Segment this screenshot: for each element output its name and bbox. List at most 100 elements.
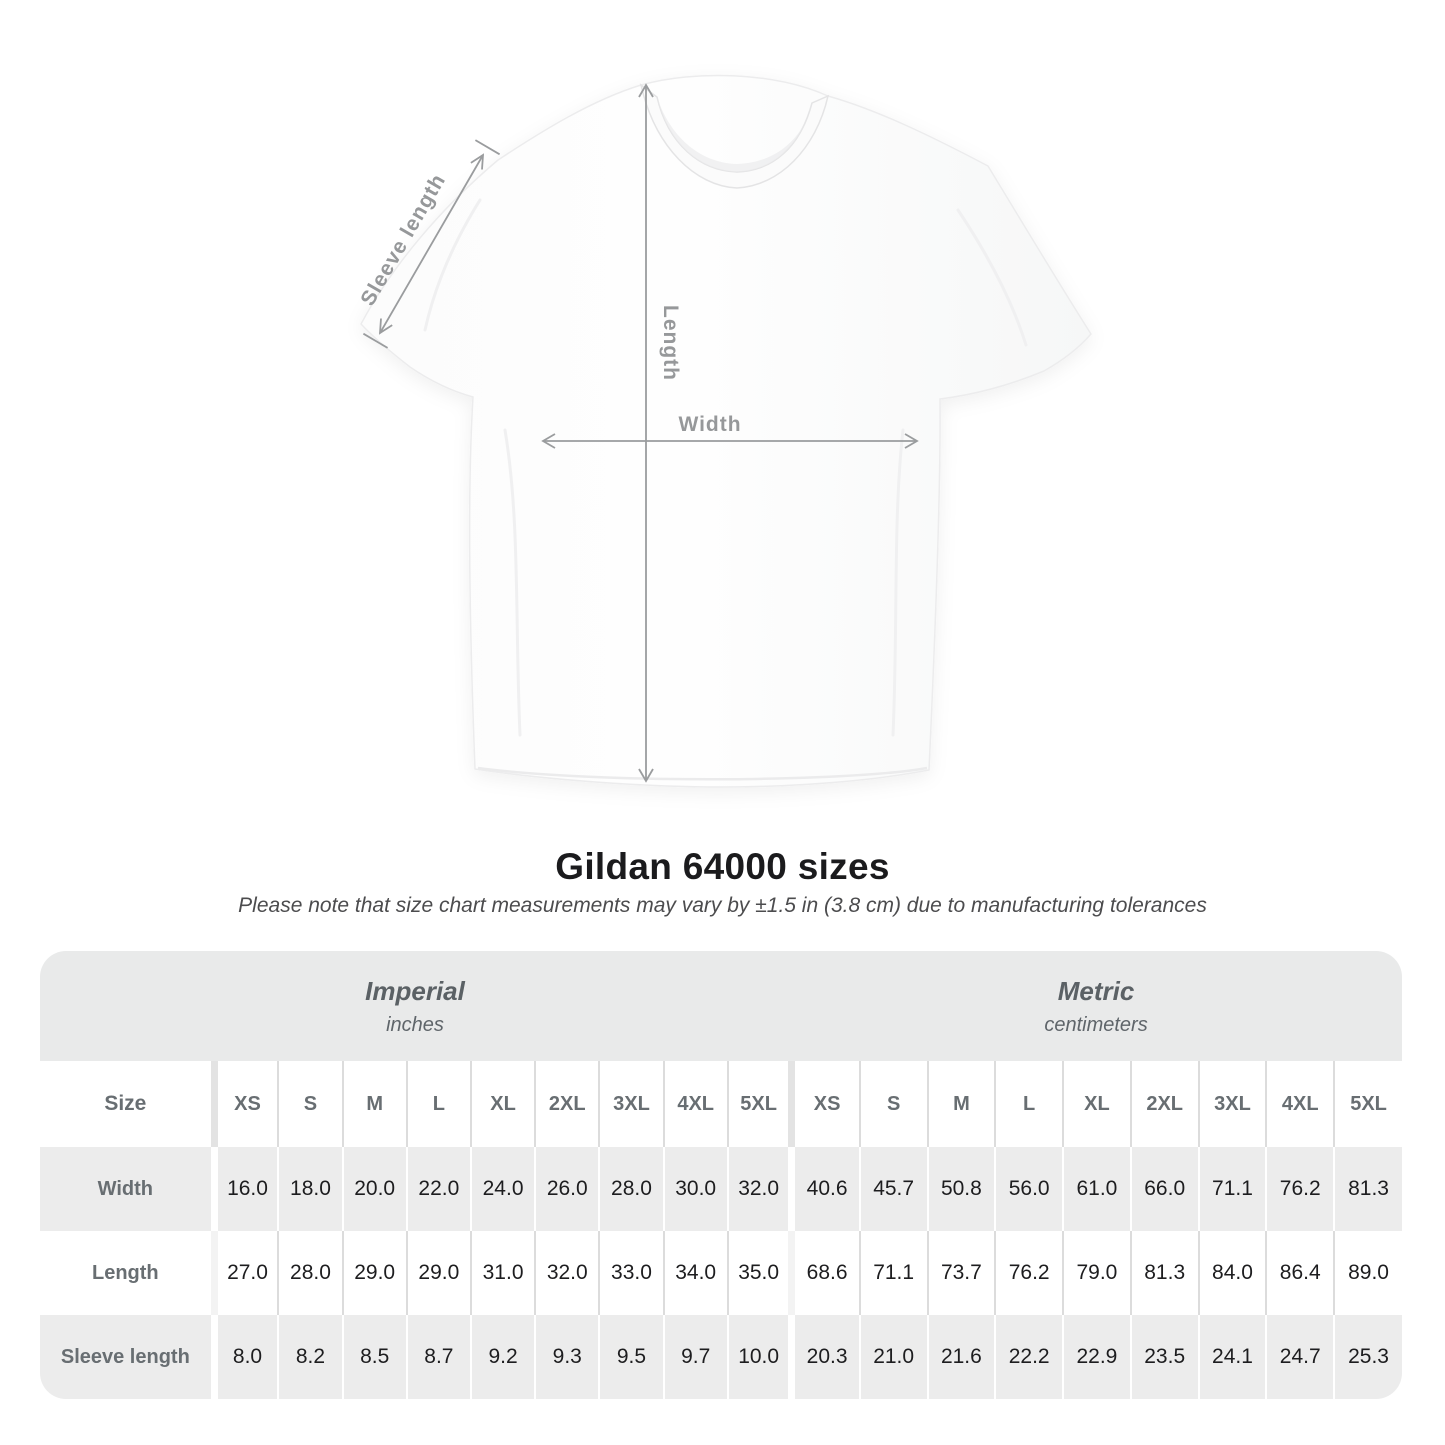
size-header-cell: 3XL [598,1061,664,1147]
measurement-cell: 9.7 [662,1315,728,1399]
measurement-cell: 29.0 [341,1231,407,1315]
tolerance-note: Please note that size chart measurements… [238,894,1207,917]
measurement-cell: 24.7 [1265,1315,1335,1399]
measurement-cell: 9.3 [534,1315,600,1399]
imperial-label: Imperial [365,975,465,1006]
measurement-cell: 22.2 [994,1315,1064,1399]
measurement-cell: 86.4 [1265,1231,1335,1315]
measurement-cell: 24.0 [469,1147,536,1231]
imperial-group-header: Imperial inches [40,951,790,1061]
size-chart-table: Imperial inches Metric centimeters Size … [40,951,1402,1399]
measurement-cell: 89.0 [1333,1231,1402,1315]
size-column-header: Size [104,1092,147,1115]
measurement-cell: 32.0 [726,1147,792,1231]
size-header-cell: 5XL [726,1061,792,1147]
measurement-cell: 84.0 [1197,1231,1267,1315]
size-header-cell: M [341,1061,407,1147]
measurement-cell: 66.0 [1129,1147,1199,1231]
measurement-cell: 25.3 [1333,1315,1402,1399]
size-header-cell: 2XL [534,1061,600,1147]
tshirt-illustration [360,74,1092,788]
measurement-cell: 29.0 [405,1231,471,1315]
measurements-table: Size XS S M L XL 2XL 3XL 4XL 5XL XS S M … [40,1061,1402,1399]
measurement-cell: 22.9 [1062,1315,1131,1399]
measurement-cell: 45.7 [858,1147,928,1231]
row-label: Length [92,1261,159,1284]
size-header-cell: XS [788,1061,860,1147]
measurement-cell: 20.3 [788,1315,860,1399]
size-header-cell: L [994,1061,1064,1147]
size-header-cell: 5XL [1333,1061,1402,1147]
measurement-cell: 40.6 [788,1147,860,1231]
size-header-cell: 4XL [662,1061,728,1147]
measurement-cell: 33.0 [598,1231,664,1315]
size-header-cell: 4XL [1265,1061,1335,1147]
measurement-cell: 76.2 [994,1231,1064,1315]
measurement-cell: 81.3 [1129,1231,1199,1315]
measurement-cell: 73.7 [926,1231,996,1315]
measurement-cell: 50.8 [926,1147,996,1231]
measurement-cell: 71.1 [1197,1147,1267,1231]
width-arrow [541,433,919,449]
measurement-cell: 68.6 [788,1231,860,1315]
measurement-cell: 16.0 [210,1147,279,1231]
measurement-cell: 35.0 [726,1231,792,1315]
measurement-cell: 28.0 [598,1147,664,1231]
unit-group-band: Imperial inches Metric centimeters [40,951,1402,1061]
measurement-cell: 76.2 [1265,1147,1335,1231]
size-header-cell: XS [210,1061,279,1147]
length-row: Length 27.0 28.0 29.0 29.0 31.0 32.0 33.… [40,1231,1402,1315]
measurement-cell: 10.0 [726,1315,792,1399]
measurement-cell: 21.6 [926,1315,996,1399]
collar-shadow [657,97,812,172]
measurement-cell: 71.1 [858,1231,928,1315]
sleeve-length-arrow [362,139,501,349]
width-label: Width [678,413,741,436]
size-header-cell: 2XL [1129,1061,1199,1147]
measurement-cell: 24.1 [1197,1315,1267,1399]
measurement-cell: 79.0 [1062,1231,1131,1315]
size-header-cell: L [405,1061,471,1147]
measurement-cell: 8.5 [341,1315,407,1399]
measurement-cell: 56.0 [994,1147,1064,1231]
length-label: Length [659,305,682,381]
measurement-cell: 8.7 [405,1315,471,1399]
measurement-cell: 20.0 [341,1147,407,1231]
size-header-row: Size XS S M L XL 2XL 3XL 4XL 5XL XS S M … [40,1061,1402,1147]
measurement-cell: 22.0 [405,1147,471,1231]
measurement-annotations [362,83,919,783]
length-arrow [638,83,654,783]
metric-label: Metric [1057,975,1135,1006]
measurement-cell: 26.0 [534,1147,600,1231]
size-header-cell: XL [1062,1061,1131,1147]
measurement-cell: 9.5 [598,1315,664,1399]
measurement-cell: 18.0 [277,1147,343,1231]
hem-shadow [477,766,928,781]
measurement-cell: 8.0 [210,1315,279,1399]
fabric-wrinkles [423,198,1028,737]
measurement-cell: 21.0 [858,1315,928,1399]
measurement-cell: 27.0 [210,1231,279,1315]
measurement-cell: 32.0 [534,1231,600,1315]
measurement-cell: 81.3 [1333,1147,1402,1231]
sleeve-length-row: Sleeve length 8.0 8.2 8.5 8.7 9.2 9.3 9.… [40,1315,1402,1399]
metric-group-header: Metric centimeters [790,951,1402,1061]
size-header-cell: 3XL [1197,1061,1267,1147]
page-title: Gildan 64000 sizes [555,846,890,887]
width-row: Width 16.0 18.0 20.0 22.0 24.0 26.0 28.0… [40,1147,1402,1231]
measurement-cell: 23.5 [1129,1315,1199,1399]
measurement-cell: 61.0 [1062,1147,1131,1231]
imperial-unit: inches [386,1013,444,1036]
size-header-cell: M [926,1061,996,1147]
size-header-cell: XL [469,1061,536,1147]
tshirt-diagram: Sleeve length Length Width [356,74,1092,788]
measurement-cell: 31.0 [469,1231,536,1315]
measurement-cell: 9.2 [469,1315,536,1399]
measurement-cell: 8.2 [277,1315,343,1399]
row-label: Width [97,1177,153,1200]
row-label: Sleeve length [60,1345,190,1368]
measurement-cell: 28.0 [277,1231,343,1315]
size-header-cell: S [277,1061,343,1147]
metric-unit: centimeters [1044,1013,1148,1036]
